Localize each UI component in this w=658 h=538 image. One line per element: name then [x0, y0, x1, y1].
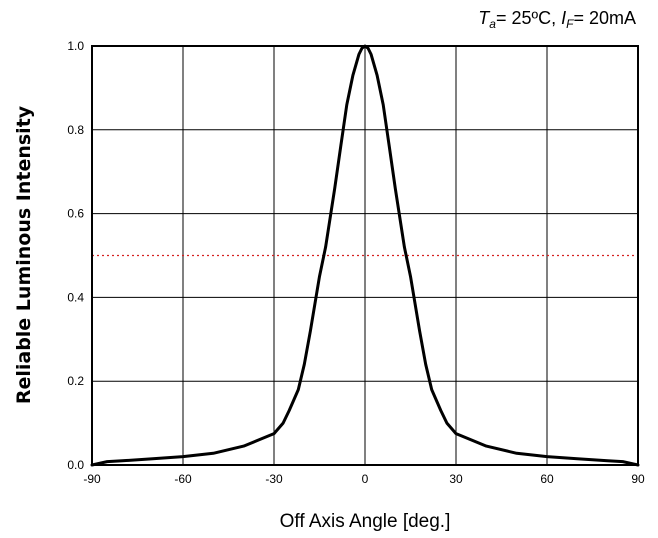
x-tick-label: 90 — [631, 472, 645, 486]
if-subscript: F — [566, 17, 574, 31]
if-symbol: I — [561, 8, 566, 28]
y-tick-label: 0.8 — [67, 123, 84, 137]
y-gridlines — [92, 129, 638, 382]
y-tick-label: 0.0 — [67, 458, 84, 472]
y-tick-label: 0.4 — [67, 290, 84, 304]
x-tick-label: -90 — [83, 472, 101, 486]
ta-symbol: T — [478, 8, 491, 28]
x-tick-labels: -90 -60 -30 0 30 60 90 — [83, 472, 645, 486]
plot-frame — [91, 45, 639, 466]
x-tick-label: 30 — [449, 472, 463, 486]
test-conditions: Ta= 25ºC, IF= 20mA — [478, 8, 636, 31]
x-tick-label: 60 — [540, 472, 554, 486]
y-tick-label: 0.2 — [67, 374, 84, 388]
if-value: = 20mA — [573, 8, 636, 28]
x-tick-label: 0 — [362, 472, 369, 486]
x-tick-label: -60 — [174, 472, 192, 486]
ta-subscript: a — [489, 17, 496, 31]
x-axis-title: Off Axis Angle [deg.] — [280, 511, 451, 532]
x-tick-label: -30 — [265, 472, 283, 486]
y-tick-label: 1.0 — [67, 39, 84, 53]
ta-value: = 25ºC, — [496, 8, 561, 28]
y-tick-label: 0.6 — [67, 207, 84, 221]
y-axis-title: Reliable Luminous Intensity — [13, 105, 35, 404]
y-tick-labels: 0.0 0.2 0.4 0.6 0.8 1.0 — [67, 39, 84, 472]
